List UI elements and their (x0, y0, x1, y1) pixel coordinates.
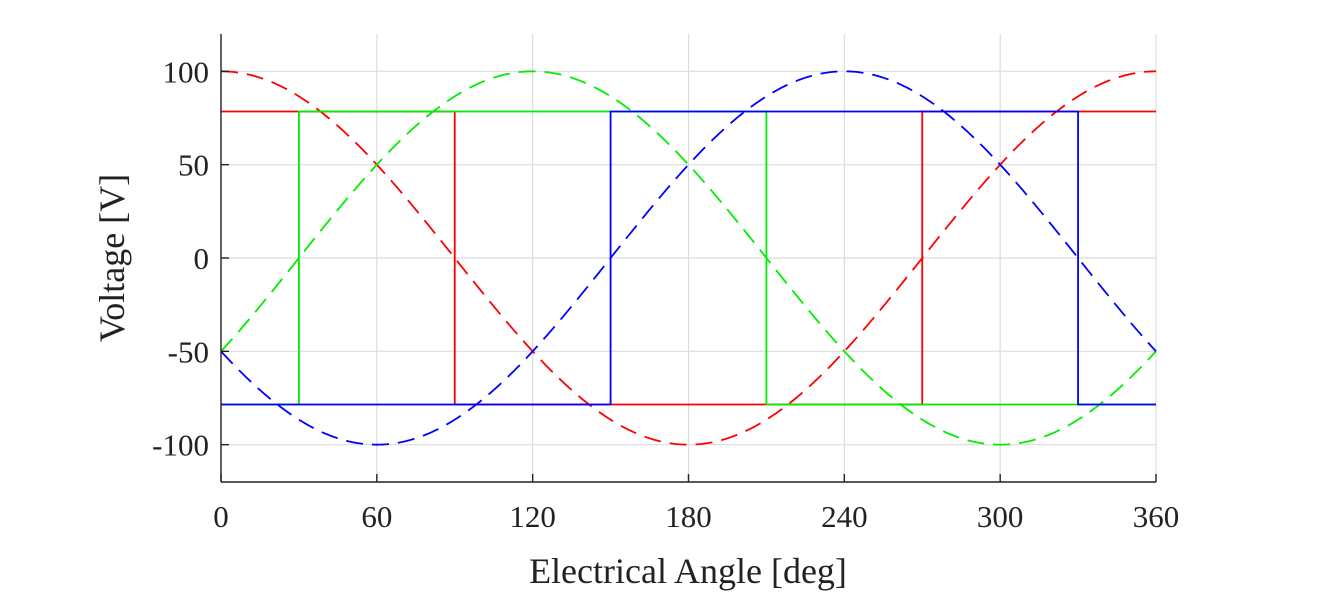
series-line-3 (220, 70, 1157, 446)
x-axis-label: Electrical Angle [deg] (529, 551, 847, 591)
series-line-6 (221, 110, 1156, 406)
grid (220, 34, 1157, 482)
axes (220, 34, 1157, 483)
x-tick-label: 240 (821, 499, 868, 534)
y-axis-label: Voltage [V] (92, 174, 132, 342)
x-tick-label: 60 (361, 499, 392, 534)
y-tick-label: 100 (163, 54, 210, 89)
x-tick-label: 180 (665, 499, 712, 534)
x-tick-label: 0 (213, 499, 229, 534)
y-tick-label: 50 (178, 148, 209, 183)
tick-labels: 0 60 120 180 240 300 360 100 50 0 -50 -100 (152, 54, 1179, 534)
y-tick-label: -50 (168, 334, 209, 369)
series-group (220, 70, 1157, 446)
y-tick-label: 0 (194, 241, 210, 276)
x-tick-label: 360 (1133, 499, 1180, 534)
series-line-2 (220, 70, 1157, 446)
x-tick-label: 120 (509, 499, 556, 534)
y-tick-label: -100 (152, 428, 209, 463)
x-tick-label: 300 (977, 499, 1024, 534)
